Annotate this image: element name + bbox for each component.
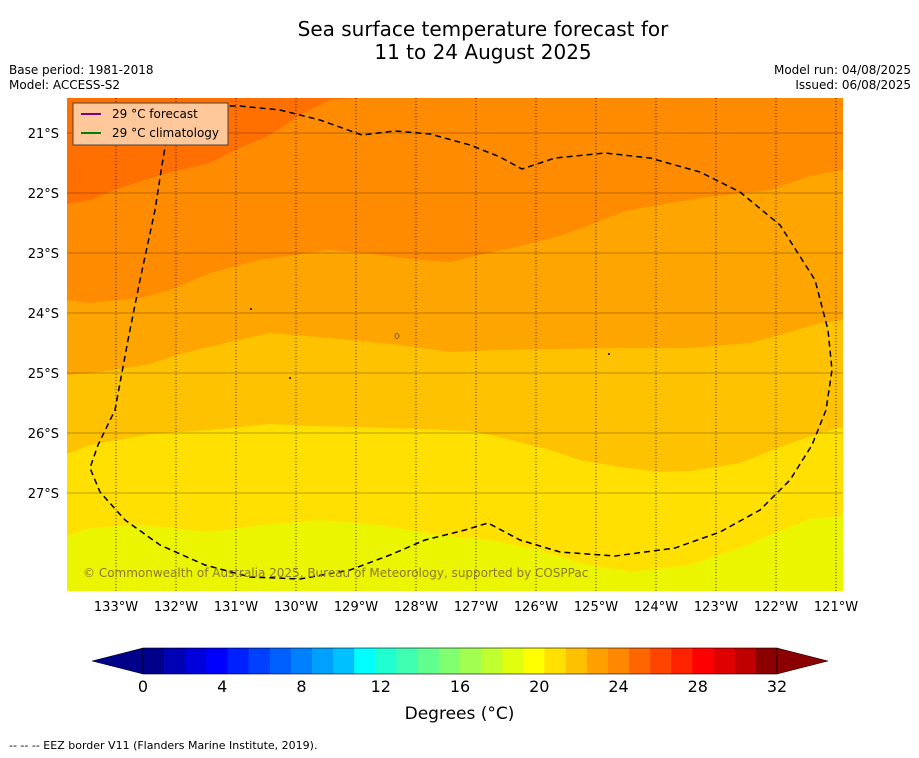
colorbar-label: Degrees (°C) [404,704,515,724]
lat-label: 21°S [28,127,59,142]
colorbar-segment [523,648,545,674]
lon-label: 123°W [694,600,738,615]
colorbar [91,647,829,675]
colorbar-segment [502,648,524,674]
colorbar-segment [586,648,609,674]
legend-forecast-label: 29 °C forecast [112,107,198,121]
lat-lines [67,132,843,494]
eez-footnote: -- -- -- EEZ border V11 (Flanders Marine… [9,739,318,752]
legend-climatology-label: 29 °C climatology [112,126,219,140]
base-period-text: Base period: 1981-2018 [9,63,154,77]
colorbar-segment [713,648,736,674]
band-21-22 [67,516,843,591]
colorbar-segment [734,648,757,674]
model-run-text: Model run: 04/08/2025 [773,63,911,77]
copyright-watermark: © Commonwealth of Australia 2025, Bureau… [83,566,588,580]
colorbar-segment [544,648,566,674]
lon-label: 128°W [394,600,438,615]
colorbar-segment [206,648,228,674]
lat-label: 26°S [28,427,59,442]
sst-map: 29 °C forecast 29 °C climatology © Commo… [28,98,858,696]
colorbar-tick-label: 16 [450,677,470,696]
lon-label: 121°W [814,600,858,615]
temperature-bands [67,98,843,591]
title-line-1: Sea surface temperature forecast for [297,17,669,41]
lat-label: 25°S [28,367,59,382]
islands [249,307,611,380]
lon-label: 126°W [514,600,558,615]
colorbar-segment [396,648,419,674]
lon-label: 133°W [94,600,138,615]
colorbar-segment [333,648,355,674]
colorbar-tick-label: 20 [529,677,549,696]
lon-label: 122°W [754,600,798,615]
colorbar-segment [629,648,651,674]
meta-right: Model run: 04/08/2025 Issued: 06/08/2025 [774,63,911,93]
latitude-labels: 21°S 22°S 23°S 24°S 25°S 26°S 27°S [28,127,59,502]
colorbar-segment [755,648,778,674]
colorbar-segment [438,648,461,674]
colorbar-ticks: 0 4 8 12 16 20 24 28 32 [138,677,787,696]
colorbar-tick-label: 0 [138,677,148,696]
colorbar-tick-label: 8 [296,677,306,696]
colorbar-segment [607,648,630,674]
colorbar-tick-label: 24 [608,677,628,696]
colorbar-under-arrow [91,647,144,675]
lat-label: 24°S [28,307,59,322]
lon-label: 124°W [634,600,678,615]
colorbar-tick-label: 4 [217,677,227,696]
colorbar-segment [248,648,271,674]
colorbar-segment [164,648,186,674]
colorbar-segment [565,648,588,674]
colorbar-tick-label: 12 [371,677,391,696]
colorbar-segment [312,648,334,674]
meta-left: Base period: 1981-2018 Model: ACCESS-S2 [9,63,154,93]
chart-title: Sea surface temperature forecast for 11 … [0,18,919,64]
lon-label: 131°W [214,600,258,615]
map-legend: 29 °C forecast 29 °C climatology [72,102,229,146]
colorbar-frame [142,647,778,675]
colorbar-segment [143,648,165,674]
colorbar-segment [481,648,503,674]
colorbar-segment [290,648,313,674]
model-text: Model: ACCESS-S2 [9,78,121,92]
colorbar-segment [375,648,397,674]
colorbar-segment [417,648,440,674]
colorbar-tick-label: 28 [688,677,708,696]
lon-label: 132°W [154,600,198,615]
grid-lines [115,98,837,591]
lat-label: 27°S [28,487,59,502]
colorbar-segment [671,648,693,674]
colorbar-segment [460,648,482,674]
colorbar-segment [692,648,714,674]
colorbar-over-arrow [776,647,829,675]
issued-text: Issued: 06/08/2025 [795,78,911,92]
longitude-labels: 133°W 132°W 131°W 130°W 129°W 128°W 127°W 126°W… [94,600,858,615]
colorbar-segment [227,648,249,674]
colorbar-segment [650,648,672,674]
lat-label: 22°S [28,187,59,202]
lon-label: 125°W [574,600,618,615]
lat-label: 23°S [28,247,59,262]
lon-label: 129°W [334,600,378,615]
colorbar-segment [354,648,376,674]
colorbar-segment [269,648,292,674]
colorbar-tick-label: 32 [767,677,787,696]
colorbar-segment [185,648,207,674]
title-line-2: 11 to 24 August 2025 [374,40,592,64]
lon-label: 130°W [274,600,318,615]
lon-label: 127°W [454,600,498,615]
